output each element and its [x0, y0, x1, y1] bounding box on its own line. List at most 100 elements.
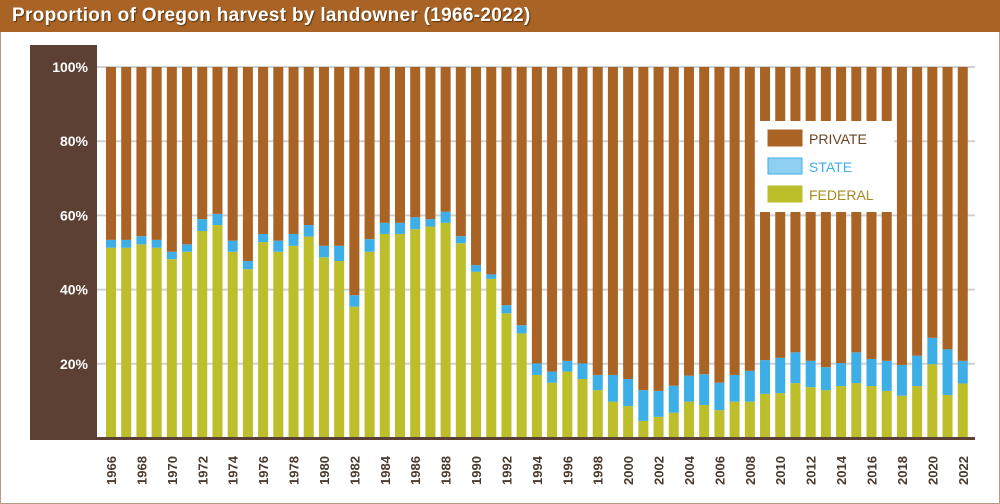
- legend: PRIVATE STATE FEDERAL: [758, 121, 894, 212]
- bar-private-2022: [957, 67, 968, 361]
- x-tick-label: 2008: [743, 456, 758, 485]
- bar-private-1966: [106, 67, 116, 240]
- bar-state-1994: [531, 363, 542, 375]
- bar-federal-1992: [501, 313, 512, 438]
- bar-federal-2004: [683, 401, 694, 438]
- x-tick-label: 2022: [956, 456, 971, 485]
- bar-private-1996: [562, 67, 573, 361]
- bar-private-1976: [258, 67, 269, 234]
- x-tick-label: 1968: [134, 456, 149, 485]
- bar-state-2019: [912, 355, 923, 387]
- bar-state-1979: [303, 225, 314, 237]
- bar-state-2003: [668, 385, 679, 413]
- bar-state-1980: [318, 245, 329, 258]
- bar-private-1992: [501, 67, 512, 306]
- bar-private-1997: [577, 67, 588, 364]
- bar-state-1995: [547, 371, 558, 383]
- bar-private-1983: [364, 67, 375, 240]
- bar-state-2008: [744, 370, 755, 402]
- bar-state-1970: [166, 251, 177, 260]
- bar-private-1970: [166, 67, 177, 252]
- x-tick-label: 1984: [378, 455, 393, 485]
- bar-federal-1971: [182, 251, 193, 438]
- bar-federal-1982: [349, 306, 360, 438]
- y-tick-label: 60%: [60, 207, 89, 223]
- bar-state-1969: [151, 239, 162, 248]
- bar-state-2004: [683, 375, 694, 402]
- bar-federal-2010: [775, 393, 786, 438]
- bar-federal-1998: [592, 390, 603, 438]
- bar-federal-2008: [744, 401, 755, 438]
- bar-private-2005: [699, 67, 710, 375]
- bar-private-1998: [592, 67, 603, 375]
- bar-private-2007: [729, 67, 740, 375]
- bar-federal-2005: [699, 404, 710, 438]
- bar-federal-2013: [820, 390, 831, 438]
- bar-state-1974: [227, 240, 238, 252]
- x-tick-label: 2020: [925, 456, 940, 485]
- bar-state-2009: [760, 360, 771, 394]
- bar-state-1986: [410, 217, 421, 230]
- bar-state-1968: [136, 236, 147, 245]
- legend-swatch-federal: [767, 185, 803, 203]
- bar-state-1985: [394, 222, 405, 234]
- bar-state-1984: [379, 222, 390, 234]
- bar-private-1973: [212, 67, 223, 214]
- x-tick-label: 2010: [773, 456, 788, 485]
- bar-state-1976: [258, 233, 269, 243]
- bar-private-2004: [683, 67, 694, 376]
- bar-private-1982: [349, 67, 360, 296]
- bar-federal-1996: [562, 371, 573, 438]
- bar-private-2021: [942, 67, 953, 350]
- bar-federal-1997: [577, 379, 588, 438]
- bar-state-1999: [607, 374, 618, 402]
- bar-federal-1986: [410, 229, 421, 438]
- bar-federal-1979: [303, 236, 314, 438]
- bar-private-2013: [820, 67, 831, 368]
- x-tick-label: 2004: [682, 455, 697, 485]
- bar-state-1997: [577, 363, 588, 380]
- bar-state-2020: [927, 337, 938, 365]
- bar-state-1993: [516, 325, 527, 334]
- bar-state-2018: [896, 364, 907, 396]
- bar-federal-1990: [471, 271, 482, 438]
- bar-private-1994: [531, 67, 542, 364]
- bar-private-2012: [805, 67, 816, 361]
- bar-state-2016: [866, 358, 877, 387]
- bar-federal-2020: [927, 364, 938, 438]
- bar-federal-1976: [258, 242, 269, 438]
- bar-state-2022: [957, 360, 968, 384]
- bar-state-2006: [714, 382, 725, 411]
- bar-private-1975: [242, 67, 253, 262]
- bar-private-2020: [927, 67, 938, 338]
- bar-federal-1978: [288, 245, 299, 438]
- bar-federal-1994: [531, 374, 542, 438]
- bar-federal-2012: [805, 387, 816, 438]
- bar-state-2001: [638, 390, 649, 421]
- bar-federal-1969: [151, 247, 162, 438]
- x-tick-label: 1996: [560, 456, 575, 485]
- bar-state-2000: [623, 379, 634, 407]
- x-tick-label: 1986: [408, 456, 423, 485]
- bar-federal-1972: [197, 230, 208, 438]
- x-tick-label: 1976: [256, 456, 271, 485]
- bar-private-1984: [379, 67, 390, 223]
- bar-private-2000: [623, 67, 634, 380]
- bar-private-1981: [334, 67, 345, 246]
- bar-state-2013: [820, 367, 831, 391]
- bar-state-2012: [805, 360, 816, 388]
- bar-private-1968: [136, 67, 147, 237]
- bar-federal-1966: [106, 247, 116, 438]
- bar-private-1995: [547, 67, 558, 372]
- bar-federal-2022: [957, 383, 968, 438]
- legend-label-federal: FEDERAL: [809, 187, 874, 203]
- legend-label-state: STATE: [809, 159, 852, 175]
- bar-federal-1970: [166, 259, 177, 438]
- bar-state-1996: [562, 360, 573, 372]
- bar-state-1981: [334, 245, 345, 262]
- bar-state-1967: [121, 239, 132, 248]
- bar-federal-1975: [242, 269, 253, 438]
- bar-private-1977: [273, 67, 284, 241]
- y-tick-label: 20%: [60, 356, 89, 372]
